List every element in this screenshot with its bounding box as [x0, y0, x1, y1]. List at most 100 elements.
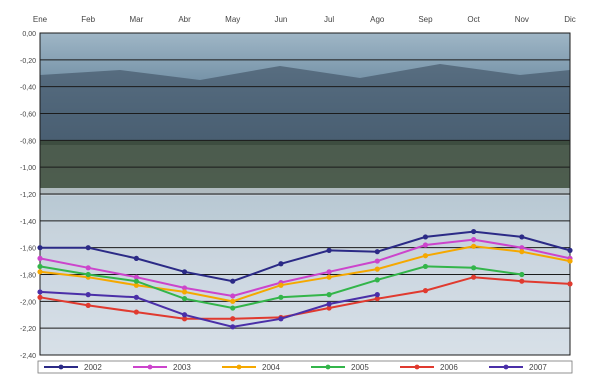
- x-tick-label: Ago: [370, 15, 385, 24]
- data-point: [181, 316, 188, 322]
- y-tick-label: -2,40: [20, 353, 36, 360]
- legend-marker: [147, 364, 153, 370]
- x-tick-label: Jul: [324, 15, 334, 24]
- data-point: [278, 282, 284, 288]
- series-lines: [37, 228, 573, 330]
- x-tick-label: Oct: [467, 15, 480, 24]
- data-point: [230, 278, 236, 284]
- data-point: [374, 258, 380, 264]
- data-point: [567, 258, 573, 264]
- data-point: [519, 249, 525, 255]
- data-point: [230, 293, 236, 299]
- legend-item: 2005: [311, 363, 369, 372]
- data-point: [133, 274, 139, 280]
- series-2007: [37, 289, 380, 330]
- data-point: [37, 263, 43, 270]
- x-tick-label: May: [225, 15, 240, 24]
- data-point: [519, 234, 525, 240]
- y-tick-label: -1,60: [20, 246, 36, 253]
- data-point: [519, 245, 525, 251]
- data-point: [37, 245, 43, 251]
- series-line: [39, 245, 571, 303]
- data-point: [326, 292, 332, 298]
- series-2004: [37, 243, 573, 304]
- legend-item: 2002: [44, 363, 102, 372]
- x-tick-label: Nov: [515, 15, 529, 24]
- data-point: [230, 298, 236, 304]
- data-point: [181, 285, 188, 291]
- plot-frame: [39, 32, 571, 356]
- data-point: [230, 305, 236, 311]
- y-tick-label: -2,00: [20, 299, 36, 306]
- data-point: [374, 296, 380, 302]
- legend-marker: [325, 364, 331, 370]
- data-point: [471, 243, 477, 249]
- legend-label: 2004: [262, 363, 280, 372]
- legend-marker: [503, 364, 509, 370]
- data-point: [567, 247, 573, 253]
- legend-label: 2007: [529, 363, 547, 372]
- y-tick-label: -0,40: [20, 85, 36, 92]
- data-point: [230, 316, 236, 322]
- data-point: [422, 234, 429, 240]
- series-line: [39, 238, 571, 298]
- y-tick-label: -0,60: [20, 112, 36, 119]
- legend-marker: [236, 364, 242, 370]
- data-point: [37, 255, 43, 261]
- x-tick-label: Ene: [33, 15, 48, 24]
- x-tick-label: Jun: [274, 15, 287, 24]
- data-point: [326, 274, 332, 280]
- y-tick-label: 0,00: [22, 31, 36, 38]
- data-point: [326, 305, 332, 311]
- data-point: [37, 269, 43, 275]
- data-point: [422, 263, 429, 270]
- x-tick-label: Feb: [81, 15, 95, 24]
- data-point: [230, 324, 236, 330]
- data-point: [278, 316, 284, 322]
- series-line: [40, 230, 571, 283]
- data-point: [181, 312, 188, 318]
- data-point: [85, 245, 91, 251]
- data-point: [471, 237, 477, 243]
- x-tick-label: Sep: [418, 15, 433, 24]
- data-point: [181, 289, 188, 295]
- data-point: [278, 294, 284, 300]
- data-point: [374, 266, 380, 272]
- data-point: [567, 281, 573, 287]
- legend-item: 2007: [489, 363, 547, 372]
- data-point: [85, 292, 91, 298]
- legend-label: 2003: [173, 363, 191, 372]
- legend-box: [37, 360, 573, 374]
- data-point: [133, 278, 139, 284]
- x-axis-ticks: Ene Feb Mar Abr May Jun Jul Ago Sep Oct Nov Dic: [33, 15, 576, 24]
- data-point: [471, 265, 477, 271]
- data-point: [519, 278, 525, 284]
- y-tick-label: -0,20: [20, 58, 36, 65]
- data-point: [422, 288, 429, 294]
- data-point: [181, 269, 188, 275]
- legend-label: 2006: [440, 363, 458, 372]
- data-point: [37, 289, 43, 295]
- legend-item: 2003: [133, 363, 191, 372]
- series-2005: [37, 263, 525, 311]
- y-tick-label: -1,00: [20, 165, 36, 172]
- y-tick-label: -0,80: [20, 138, 36, 145]
- data-point: [471, 274, 477, 280]
- data-point: [471, 228, 477, 235]
- data-point: [422, 242, 429, 248]
- data-point: [133, 282, 139, 288]
- series-line: [39, 290, 378, 328]
- legend-label: 2002: [84, 363, 102, 372]
- data-point: [519, 271, 525, 278]
- data-point: [85, 265, 91, 271]
- series-2002: [37, 228, 573, 284]
- legend-marker: [414, 364, 420, 370]
- legend-marker: [58, 364, 64, 370]
- data-point: [85, 302, 91, 308]
- y-tick-label: -1,40: [20, 219, 36, 226]
- series-line: [39, 276, 571, 320]
- legend-item: 2004: [222, 363, 280, 372]
- y-tick-label: -1,80: [20, 273, 36, 280]
- data-point: [181, 296, 188, 302]
